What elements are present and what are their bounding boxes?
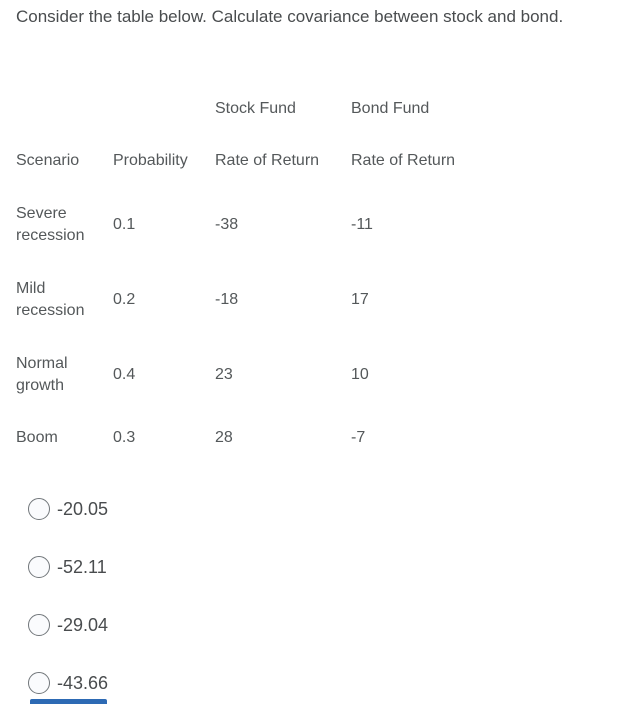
radio-button-icon[interactable] xyxy=(28,672,50,694)
column-header-stock-return: Rate of Return xyxy=(215,152,320,169)
radio-button-icon[interactable] xyxy=(28,614,50,636)
column-header-scenario: Scenario xyxy=(16,152,80,169)
group-header-bond-fund: Bond Fund xyxy=(351,100,430,117)
cell-stock-return: 23 xyxy=(215,366,233,383)
answer-option-1[interactable]: -20.05 xyxy=(28,497,108,521)
cell-scenario: Severe recession xyxy=(16,205,85,244)
table-group-header-row: Stock Fund Bond Fund xyxy=(16,98,491,120)
cell-scenario: Normal growth xyxy=(16,355,68,394)
column-header-bond-return: Rate of Return xyxy=(351,152,456,169)
cell-probability: 0.1 xyxy=(113,216,136,233)
clipped-bottom-blue-bar xyxy=(30,699,107,704)
table-row: Normal growth 0.4 23 10 xyxy=(16,352,491,398)
answer-option-label[interactable]: -52.11 xyxy=(57,557,107,577)
table-row: Severe recession 0.1 -38 -11 xyxy=(16,202,491,248)
cell-probability: 0.4 xyxy=(113,366,136,383)
cell-stock-return: -18 xyxy=(215,291,239,308)
cell-bond-return: -11 xyxy=(351,216,373,233)
cell-bond-return: -7 xyxy=(351,429,366,446)
cell-bond-return: 10 xyxy=(351,366,369,383)
cell-stock-return: 28 xyxy=(215,429,233,446)
answer-option-label[interactable]: -20.05 xyxy=(57,499,109,519)
cell-probability: 0.2 xyxy=(113,291,136,308)
radio-button-icon[interactable] xyxy=(28,498,50,520)
column-header-probability: Probability xyxy=(113,152,188,169)
answer-option-3[interactable]: -29.04 xyxy=(28,613,108,637)
answer-option-label[interactable]: -29.04 xyxy=(57,615,109,635)
group-header-stock-fund: Stock Fund xyxy=(215,100,296,117)
group-header-empty-2 xyxy=(113,98,215,120)
group-header-empty-1 xyxy=(16,98,113,120)
question-prompt: Consider the table below. Calculate cova… xyxy=(16,7,564,26)
cell-probability: 0.3 xyxy=(113,429,136,446)
answer-option-2[interactable]: -52.11 xyxy=(28,555,107,579)
cell-scenario: Mild recession xyxy=(16,280,85,319)
table-column-header-row: Scenario Probability Rate of Return Rate… xyxy=(16,150,491,172)
cell-scenario: Boom xyxy=(16,429,58,446)
table-row: Boom 0.3 28 -7 xyxy=(16,415,491,461)
answer-option-4[interactable]: -43.66 xyxy=(28,671,108,695)
answer-option-label[interactable]: -43.66 xyxy=(57,673,109,693)
cell-bond-return: 17 xyxy=(351,291,369,308)
table-row: Mild recession 0.2 -18 17 xyxy=(16,277,491,323)
radio-button-icon[interactable] xyxy=(28,556,50,578)
cell-stock-return: -38 xyxy=(215,216,239,233)
